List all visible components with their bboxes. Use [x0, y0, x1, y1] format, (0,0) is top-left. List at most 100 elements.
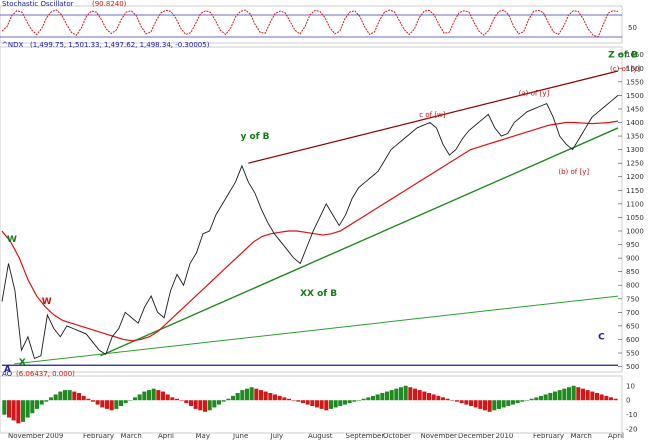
ao-bar: [11, 400, 16, 421]
ao-bar: [277, 395, 282, 401]
ao-bar: [226, 398, 231, 401]
ao-y-tick-label: -10: [626, 411, 637, 419]
ao-y-tick-label: 10: [626, 382, 635, 390]
ao-bar: [109, 400, 114, 411]
price-y-tick-label: 950: [626, 241, 639, 249]
ao-bar: [249, 387, 254, 401]
ao-bar: [338, 400, 343, 406]
ao-bar: [515, 400, 520, 404]
ao-bar: [487, 400, 492, 412]
ao-bar: [501, 400, 506, 408]
ao-bar: [440, 397, 446, 401]
ao-bar: [216, 400, 222, 405]
ao-bar: [291, 400, 296, 401]
x-tick-label: July: [270, 432, 284, 440]
ao-bar: [585, 390, 590, 401]
ao-bar: [263, 391, 268, 401]
ao-bar: [156, 390, 161, 401]
ao-bar: [548, 393, 553, 401]
ma-series: [1, 120, 619, 342]
ao-bar: [104, 400, 110, 409]
ao-bar: [328, 400, 334, 409]
ao-bar: [240, 390, 245, 401]
ao-bar: [333, 400, 338, 408]
ao-bar: [604, 395, 609, 401]
ao-bar: [174, 398, 180, 401]
ao-bar: [179, 400, 184, 401]
ao-bar: [403, 385, 408, 401]
price-y-tick-label: 1650: [626, 51, 644, 59]
ao-y-ticks: 10 0 -10 -20: [626, 382, 637, 433]
ao-bar: [482, 400, 488, 411]
ao-bar: [594, 393, 600, 401]
ao-bar: [100, 400, 105, 408]
ao-bar: [137, 394, 142, 401]
ao-y-tick-label: 0: [626, 397, 630, 405]
upper-trendline: [248, 70, 619, 164]
ao-value: (6.06437, 0.000): [16, 370, 75, 378]
price-y-tick-label: 700: [626, 309, 639, 317]
ao-bar: [450, 400, 455, 401]
ao-bar: [198, 400, 203, 411]
ao-bar: [282, 397, 287, 401]
stoch-label-50: 50: [628, 24, 637, 32]
price-y-tick-label: 1000: [626, 227, 644, 235]
ao-bar: [375, 394, 380, 401]
wave-label: c of [w]: [419, 111, 446, 119]
ao-bar: [2, 400, 7, 415]
ao-bar: [305, 400, 310, 405]
price-y-tick-label: 1300: [626, 146, 644, 154]
ao-bar: [496, 400, 502, 409]
ao-bar: [128, 400, 133, 401]
ao-bar: [258, 390, 264, 401]
ao-bar: [370, 395, 376, 401]
price-y-tick-label: 1450: [626, 105, 644, 113]
ao-bar: [62, 390, 68, 401]
wave-label: XX of B: [300, 289, 337, 299]
ao-bar: [520, 400, 525, 402]
ao-bar: [408, 387, 413, 401]
x-tick-label: 2009: [46, 432, 64, 440]
ao-bar: [44, 400, 49, 402]
wave-label: (b) of [y]: [558, 168, 589, 176]
stoch-value: (90.8240): [92, 0, 127, 8]
price-y-tick-label: 750: [626, 295, 639, 303]
x-tick-label: September: [346, 432, 385, 440]
price-x-ticks: November 2009 February March April May June Jul…: [8, 432, 624, 440]
wave-label: A: [4, 365, 11, 375]
price-y-tick-label: 1550: [626, 78, 644, 86]
price-y-tick-label: 650: [626, 322, 639, 330]
ao-bar: [608, 397, 614, 401]
price-y-tick-label: 550: [626, 350, 639, 358]
ao-bar: [67, 390, 72, 401]
ao-bar: [123, 400, 128, 404]
wave-annotations: W X Wy of B XX of B c of [w] (a) of [y] (b) of…: [4, 50, 640, 375]
price-y-tick-label: 1600: [626, 65, 644, 73]
ao-bar: [268, 393, 273, 401]
ao-bar: [193, 400, 198, 409]
x-tick-label: December: [458, 432, 494, 440]
ao-bar: [384, 391, 390, 401]
x-tick-label: May: [196, 432, 210, 440]
price-y-tick-label: 1050: [626, 214, 644, 222]
ao-bar: [48, 397, 54, 401]
ao-bar: [314, 400, 320, 408]
price-y-tick-label: 1200: [626, 173, 644, 181]
ao-bar: [590, 391, 595, 401]
ao-bar: [86, 398, 91, 401]
price-y-tick-label: 1100: [626, 200, 644, 208]
ao-bar: [524, 400, 530, 401]
ao-bar: [347, 400, 352, 404]
ao-bar: [142, 391, 147, 401]
ao-bar: [398, 387, 404, 401]
ao-bar: [118, 400, 124, 406]
wave-label: C: [598, 332, 605, 342]
price-y-tick-label: 800: [626, 282, 639, 290]
lower-trendline: [100, 127, 619, 357]
ao-bar: [244, 388, 250, 401]
ao-bar: [436, 395, 441, 401]
price-y-tick-label: 500: [626, 363, 639, 371]
ao-bar: [132, 397, 138, 401]
ao-bar: [72, 391, 77, 401]
